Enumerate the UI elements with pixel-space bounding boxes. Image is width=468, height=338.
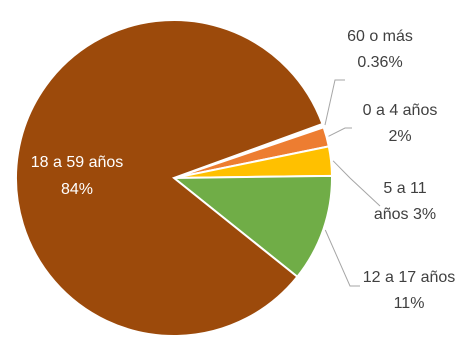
slice-18-a-59 xyxy=(15,19,324,337)
label-60-o-mas-name: 60 o más xyxy=(347,28,413,45)
slice-12-a-17 xyxy=(171,174,333,279)
pie-slices xyxy=(15,19,334,337)
label-5-a-11-name: 5 a 11 xyxy=(383,180,426,197)
label-12-a-17-pct: 11% xyxy=(394,295,425,312)
label-0-a-4-pct: 2% xyxy=(388,128,411,145)
label-18-a-59-name: 18 a 59 años xyxy=(31,154,124,171)
label-60-o-mas-pct: 0.36% xyxy=(357,54,402,71)
leader-line-0-a-4 xyxy=(328,127,352,137)
label-0-a-4-name: 0 a 4 años xyxy=(363,102,438,119)
leader-line-5-a-11 xyxy=(332,160,381,207)
leader-line-60-o-mas xyxy=(324,79,345,126)
leader-line-12-a-17 xyxy=(324,229,360,287)
label-18-a-59-pct: 84% xyxy=(61,181,93,198)
leader-lines xyxy=(324,79,381,287)
label-5-a-11-pct: años 3% xyxy=(374,206,436,223)
data-labels: 60 o más 0.36% 0 a 4 años 2% 5 a 11 años… xyxy=(31,28,456,312)
label-12-a-17-name: 12 a 17 años xyxy=(363,269,456,286)
